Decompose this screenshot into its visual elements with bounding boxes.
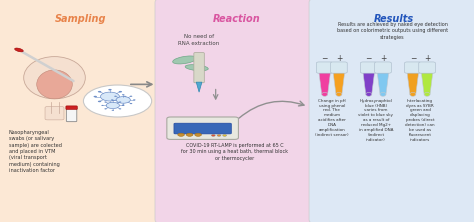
Polygon shape <box>319 71 330 94</box>
FancyBboxPatch shape <box>66 106 77 109</box>
Circle shape <box>130 96 132 97</box>
Circle shape <box>98 91 101 93</box>
Polygon shape <box>377 71 389 94</box>
Circle shape <box>111 100 114 101</box>
Ellipse shape <box>322 92 328 96</box>
Polygon shape <box>363 71 374 94</box>
Circle shape <box>122 105 124 106</box>
Text: Hydroxynaphtol
blue (HNB)
varies from
violet to blue sky
as a result of
reduced : Hydroxynaphtol blue (HNB) varies from vi… <box>358 99 393 141</box>
Circle shape <box>122 94 125 95</box>
Circle shape <box>104 101 107 103</box>
Circle shape <box>101 105 104 106</box>
FancyBboxPatch shape <box>331 62 347 73</box>
Text: +: + <box>424 54 430 63</box>
Circle shape <box>211 135 215 136</box>
Polygon shape <box>196 82 202 92</box>
Circle shape <box>133 99 136 101</box>
Text: Nasopharyngeal
swabs (or salivary
sample) are colected
and placed in VTM
(viral : Nasopharyngeal swabs (or salivary sample… <box>9 130 62 173</box>
Circle shape <box>130 103 132 104</box>
Text: Reaction: Reaction <box>213 14 261 24</box>
Text: +: + <box>336 54 342 63</box>
Circle shape <box>186 133 193 136</box>
Circle shape <box>106 102 119 109</box>
Text: Results: Results <box>374 14 413 24</box>
Ellipse shape <box>185 65 208 71</box>
Polygon shape <box>407 71 419 94</box>
Ellipse shape <box>24 57 85 99</box>
Ellipse shape <box>410 92 416 96</box>
FancyBboxPatch shape <box>360 62 377 73</box>
FancyBboxPatch shape <box>66 107 77 122</box>
Circle shape <box>98 101 101 102</box>
Ellipse shape <box>37 70 72 99</box>
Ellipse shape <box>15 48 23 52</box>
Polygon shape <box>333 71 345 94</box>
Text: Interlacating
dyes as SYBR
green and
displacing
probes (direct
detection) can
be: Interlacating dyes as SYBR green and dis… <box>405 99 435 141</box>
Ellipse shape <box>336 92 342 96</box>
Circle shape <box>195 133 201 136</box>
Circle shape <box>118 91 122 93</box>
Circle shape <box>217 135 221 136</box>
Circle shape <box>178 133 184 136</box>
Text: No need of
RNA extraction: No need of RNA extraction <box>178 34 220 46</box>
FancyBboxPatch shape <box>419 62 435 73</box>
Text: +: + <box>380 54 386 63</box>
Circle shape <box>104 108 107 109</box>
Circle shape <box>111 110 114 111</box>
Circle shape <box>223 135 227 136</box>
Ellipse shape <box>173 56 197 64</box>
FancyBboxPatch shape <box>375 62 392 73</box>
Circle shape <box>119 108 121 109</box>
FancyBboxPatch shape <box>45 107 64 120</box>
Text: Sampling: Sampling <box>55 14 106 24</box>
Ellipse shape <box>380 92 386 96</box>
FancyBboxPatch shape <box>174 123 231 134</box>
FancyBboxPatch shape <box>316 62 333 73</box>
Polygon shape <box>421 71 433 94</box>
Text: COVID-19 RT-LAMP is performed at 65 C
for 30 min using a heat bath, thermal bloc: COVID-19 RT-LAMP is performed at 65 C fo… <box>181 143 288 161</box>
FancyBboxPatch shape <box>155 0 319 222</box>
Circle shape <box>83 85 152 117</box>
Ellipse shape <box>424 92 430 96</box>
Circle shape <box>108 103 112 104</box>
Circle shape <box>116 97 130 103</box>
Circle shape <box>93 96 97 97</box>
Circle shape <box>119 101 121 103</box>
Ellipse shape <box>366 92 372 96</box>
FancyBboxPatch shape <box>309 0 474 222</box>
FancyBboxPatch shape <box>167 117 238 139</box>
Circle shape <box>122 105 125 106</box>
Circle shape <box>123 96 127 97</box>
FancyBboxPatch shape <box>194 53 204 83</box>
Text: Change in pH
using phenol
red. The
medium
acidifies after
DNA
amplification
(ind: Change in pH using phenol red. The mediu… <box>315 99 348 137</box>
FancyBboxPatch shape <box>405 62 421 73</box>
Text: −: − <box>410 54 416 63</box>
Circle shape <box>118 101 122 102</box>
Circle shape <box>114 96 117 97</box>
Text: −: − <box>321 54 328 63</box>
Circle shape <box>114 103 117 104</box>
Text: Results are achieved by naked eye detection
based on colorimetric outputs using : Results are achieved by naked eye detect… <box>337 22 448 40</box>
Circle shape <box>111 99 113 101</box>
FancyBboxPatch shape <box>0 0 165 222</box>
Circle shape <box>100 92 119 101</box>
Text: −: − <box>365 54 372 63</box>
Circle shape <box>108 89 112 91</box>
